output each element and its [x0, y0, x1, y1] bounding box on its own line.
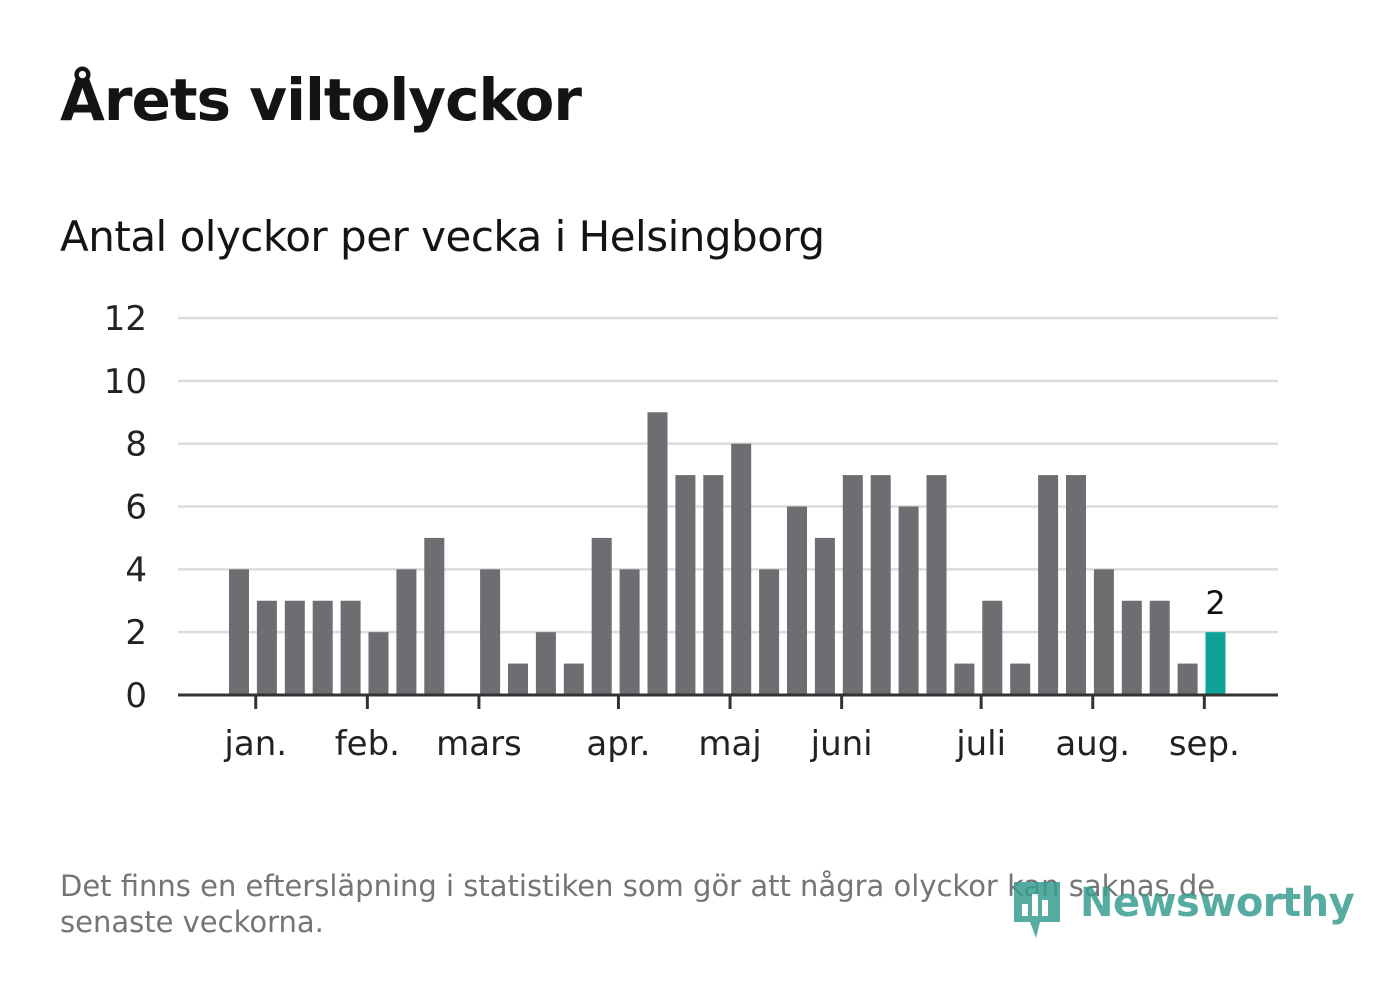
bar	[675, 475, 696, 695]
bar	[563, 663, 584, 695]
bar	[1177, 663, 1198, 695]
newsworthy-logo-icon	[1014, 882, 1060, 938]
x-axis-tick-labels: jan. feb. mars apr. maj juni juli aug. sep.	[223, 724, 1239, 764]
bar	[1121, 600, 1142, 695]
y-tick-label: 8	[125, 425, 147, 465]
bar	[731, 443, 752, 695]
x-tick-label: feb.	[335, 724, 400, 764]
data-labels: 2	[1205, 584, 1225, 622]
data-label: 2	[1205, 584, 1225, 622]
y-axis-tick-labels: 0 2 4 6 8 10 12	[104, 299, 147, 716]
x-tick-label: juni	[810, 724, 873, 764]
y-tick-label: 10	[104, 362, 147, 402]
bar	[312, 600, 333, 695]
bar	[703, 475, 724, 695]
bar	[340, 600, 361, 695]
bar	[759, 569, 780, 695]
y-tick-label: 0	[125, 676, 147, 716]
x-tick-label: juli	[955, 724, 1006, 764]
bar	[229, 569, 249, 695]
x-tick-label: mars	[436, 724, 522, 764]
x-tick-label: aug.	[1055, 724, 1130, 764]
bar	[1093, 569, 1114, 695]
bar	[842, 475, 863, 695]
bar-highlight	[1205, 632, 1226, 695]
bar	[1149, 600, 1170, 695]
x-tick-label: apr.	[586, 724, 650, 764]
bar	[424, 537, 445, 695]
bar	[591, 537, 612, 695]
bar	[814, 537, 835, 695]
newsworthy-logo: Newsworthy	[1010, 876, 1355, 946]
newsworthy-logo-text: Newsworthy	[1080, 880, 1355, 926]
bar	[284, 600, 305, 695]
bar	[368, 632, 389, 695]
bar	[256, 600, 277, 695]
x-tick-label: maj	[698, 724, 761, 764]
bar	[870, 475, 891, 695]
chart-subtitle: Antal olyckor per vecka i Helsingborg	[60, 212, 825, 261]
bar	[1010, 663, 1031, 695]
bars	[229, 412, 1226, 695]
bar	[954, 663, 975, 695]
bar	[787, 506, 807, 695]
bar	[647, 412, 668, 695]
bar	[619, 569, 640, 695]
x-tick-label: jan.	[223, 724, 287, 764]
x-axis	[178, 693, 1278, 709]
chart-title: Årets viltolyckor	[60, 66, 582, 134]
bar-chart: 0 2 4 6 8 10 12 jan. feb. mars apr. maj juni juli aug…	[104, 299, 1278, 764]
bar	[926, 475, 947, 695]
y-tick-label: 6	[125, 488, 147, 528]
bar	[982, 600, 1003, 695]
bar	[480, 569, 501, 695]
bar	[1066, 475, 1086, 695]
y-tick-label: 2	[125, 613, 147, 653]
bar	[396, 569, 417, 695]
y-tick-label: 4	[125, 550, 147, 590]
x-tick-label: sep.	[1169, 724, 1240, 764]
bar	[508, 663, 528, 695]
bar	[1038, 475, 1059, 695]
y-tick-label: 12	[104, 299, 147, 339]
bar	[535, 632, 556, 695]
bar	[898, 506, 919, 695]
